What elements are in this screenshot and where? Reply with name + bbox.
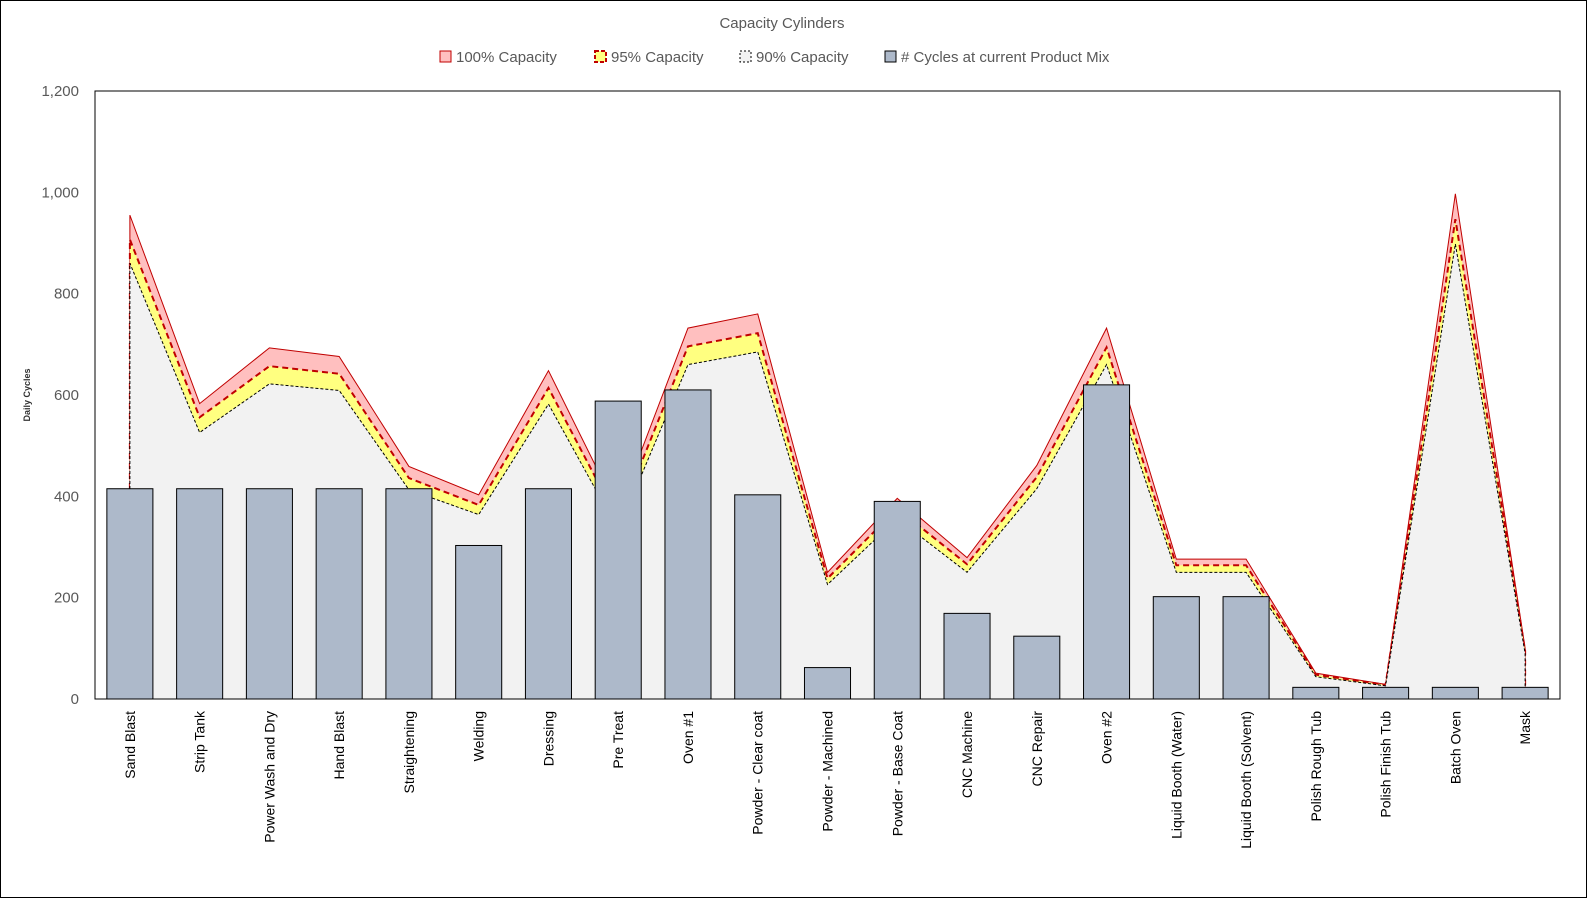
x-tick-label: Batch Oven (1447, 711, 1463, 784)
bar (664, 389, 712, 700)
bar (1431, 686, 1479, 700)
y-axis-ticks: 0 200 400 600 800 1,000 1,200 (41, 83, 79, 708)
x-tick-label: Strip Tank (192, 710, 208, 773)
y-tick-label: 800 (54, 286, 79, 303)
x-tick-label: Polish Finish Tub (1378, 711, 1394, 818)
x-tick-label: Sand Blast (122, 711, 138, 779)
bar (1152, 596, 1200, 700)
x-tick-label: Oven #2 (1099, 711, 1115, 764)
y-tick-label: 1,200 (41, 83, 79, 100)
bar (1292, 686, 1340, 700)
x-tick-label: Straightening (401, 711, 417, 794)
bar (734, 494, 782, 700)
x-tick-label: Power Wash and Dry (261, 711, 277, 843)
bar (594, 400, 642, 700)
y-tick-label: 1,000 (41, 184, 79, 201)
legend-label: 90% Capacity (756, 49, 849, 66)
chart-title: Capacity Cylinders (719, 15, 844, 32)
legend-swatch (739, 50, 752, 63)
x-tick-label: Powder - Clear coat (750, 711, 766, 835)
bar (1013, 635, 1061, 700)
plot-area-border (94, 90, 1561, 700)
legend-label: # Cycles at current Product Mix (901, 49, 1110, 66)
bar (943, 612, 991, 700)
legend-item: 90% Capacity (739, 49, 849, 66)
line-95-capacity (128, 219, 1527, 699)
bar (873, 500, 921, 700)
legend-item: # Cycles at current Product Mix (884, 49, 1110, 66)
x-tick-label: CNC Repair (1029, 711, 1045, 787)
x-tick-label: Powder - Machined (820, 711, 836, 832)
x-tick-label: Hand Blast (331, 711, 347, 780)
bar (315, 488, 363, 700)
legend-item: 100% Capacity (439, 49, 557, 66)
x-tick-label: Powder - Base Coat (889, 711, 905, 836)
bar (1083, 384, 1131, 700)
legend-item: 95% Capacity (594, 49, 704, 66)
cycles-bars (106, 384, 1549, 700)
legend-swatch (594, 50, 607, 63)
y-axis-title: Daily Cycles (22, 368, 32, 421)
legend-label: 95% Capacity (611, 49, 704, 66)
bar (385, 488, 433, 700)
x-tick-label: Mask (1517, 710, 1533, 744)
bar (245, 488, 293, 700)
y-tick-label: 400 (54, 488, 79, 505)
x-tick-label: Liquid Booth (Water) (1168, 711, 1184, 839)
y-tick-label: 600 (54, 387, 79, 404)
bar (455, 544, 503, 700)
bar (176, 488, 224, 700)
bar (1362, 686, 1410, 700)
x-tick-label: CNC Machine (959, 711, 975, 798)
y-tick-label: 0 (71, 691, 79, 708)
legend-label: 100% Capacity (456, 49, 557, 66)
legend: 100% Capacity 95% Capacity 90% Capacity # C… (439, 49, 1110, 66)
x-tick-label: Polish Rough Tub (1308, 711, 1324, 822)
x-tick-label: Oven #1 (680, 711, 696, 764)
x-tick-label: Liquid Booth (Solvent) (1238, 711, 1254, 849)
bar (106, 488, 154, 700)
legend-swatch (884, 50, 897, 63)
x-axis-labels: Sand Blast Strip Tank Power Wash and Dry Ha… (122, 710, 1533, 849)
bar (1222, 596, 1270, 700)
x-tick-label: Pre Treat (610, 711, 626, 769)
bar (803, 667, 852, 700)
legend-swatch (439, 50, 452, 63)
bar (524, 488, 572, 700)
bar (1501, 686, 1549, 700)
x-tick-label: Welding (471, 711, 487, 761)
y-tick-label: 200 (54, 590, 79, 607)
x-tick-label: Dressing (540, 711, 556, 766)
